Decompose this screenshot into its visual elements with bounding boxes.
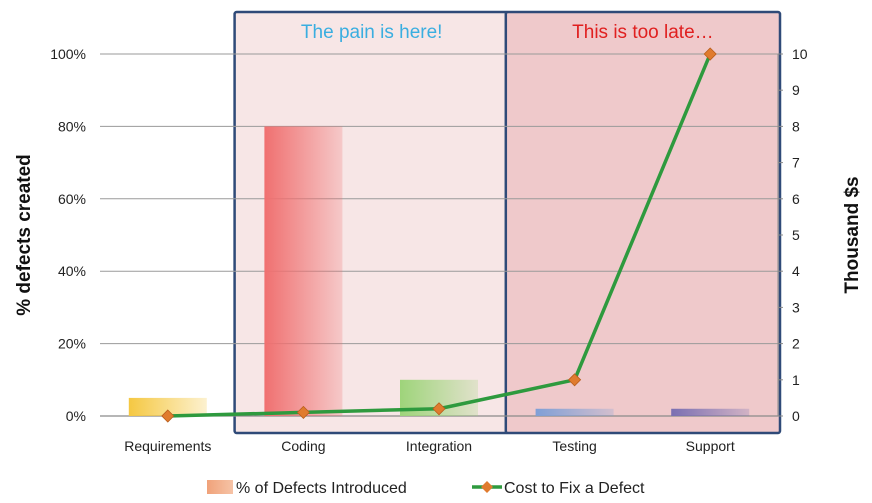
- right-tick-label: 9: [792, 82, 800, 98]
- bar-requirements: [128, 397, 207, 416]
- right-tick-label: 2: [792, 336, 800, 352]
- cost-marker: [568, 373, 582, 387]
- right-tick-label: 8: [792, 118, 800, 134]
- legend-label-line: Cost to Fix a Defect: [504, 480, 645, 497]
- left-tick-label: 40%: [58, 263, 86, 279]
- bar-coding: [264, 126, 343, 417]
- right-tick-label: 3: [792, 299, 800, 315]
- cost-marker: [296, 405, 310, 419]
- callout-label-2: This is too late…: [572, 22, 714, 43]
- right-tick-label: 4: [792, 263, 800, 279]
- right-tick-label: 5: [792, 227, 800, 243]
- right-tick-label: 6: [792, 191, 800, 207]
- legend-swatch-marker: [481, 481, 493, 493]
- cost-marker: [703, 47, 717, 61]
- right-tick-label: 1: [792, 372, 800, 388]
- callout-label-1: The pain is here!: [301, 22, 443, 43]
- category-label-support: Support: [686, 438, 735, 454]
- callout-labels: The pain is here! This is too late…: [301, 22, 714, 43]
- right-tick-label: 10: [792, 46, 808, 62]
- bars: [128, 126, 750, 417]
- left-tick-label: 80%: [58, 118, 86, 134]
- legend-swatch-bars: [207, 480, 233, 494]
- left-tick-label: 20%: [58, 336, 86, 352]
- left-axis-title: % defects created: [14, 154, 35, 316]
- legend: % of Defects Introduced Cost to Fix a Def…: [207, 480, 645, 497]
- left-tick-label: 0%: [66, 408, 86, 424]
- category-label-coding: Coding: [281, 438, 325, 454]
- legend-label-bars: % of Defects Introduced: [236, 480, 407, 497]
- bar-support: [671, 408, 750, 416]
- cost-marker: [161, 409, 175, 423]
- category-label-integration: Integration: [406, 438, 472, 454]
- category-axis-ticks: Requirements Coding Integration Testing Supp…: [124, 438, 735, 454]
- category-label-testing: Testing: [552, 438, 596, 454]
- left-tick-label: 100%: [50, 46, 86, 62]
- right-tick-label: 0: [792, 408, 800, 424]
- bar-testing: [535, 408, 614, 416]
- right-tick-label: 7: [792, 155, 800, 171]
- right-axis-ticks: 0 1 2 3 4 5 6 7 8 9 10: [777, 46, 808, 424]
- right-axis-title: Thousand $s: [842, 176, 863, 293]
- cost-marker: [432, 402, 446, 416]
- left-axis-ticks: 0% 20% 40% 60% 80% 100%: [50, 46, 86, 424]
- left-tick-label: 60%: [58, 191, 86, 207]
- cost-line-series: [161, 47, 717, 423]
- category-label-requirements: Requirements: [124, 438, 211, 454]
- callout-box-2: [504, 10, 782, 435]
